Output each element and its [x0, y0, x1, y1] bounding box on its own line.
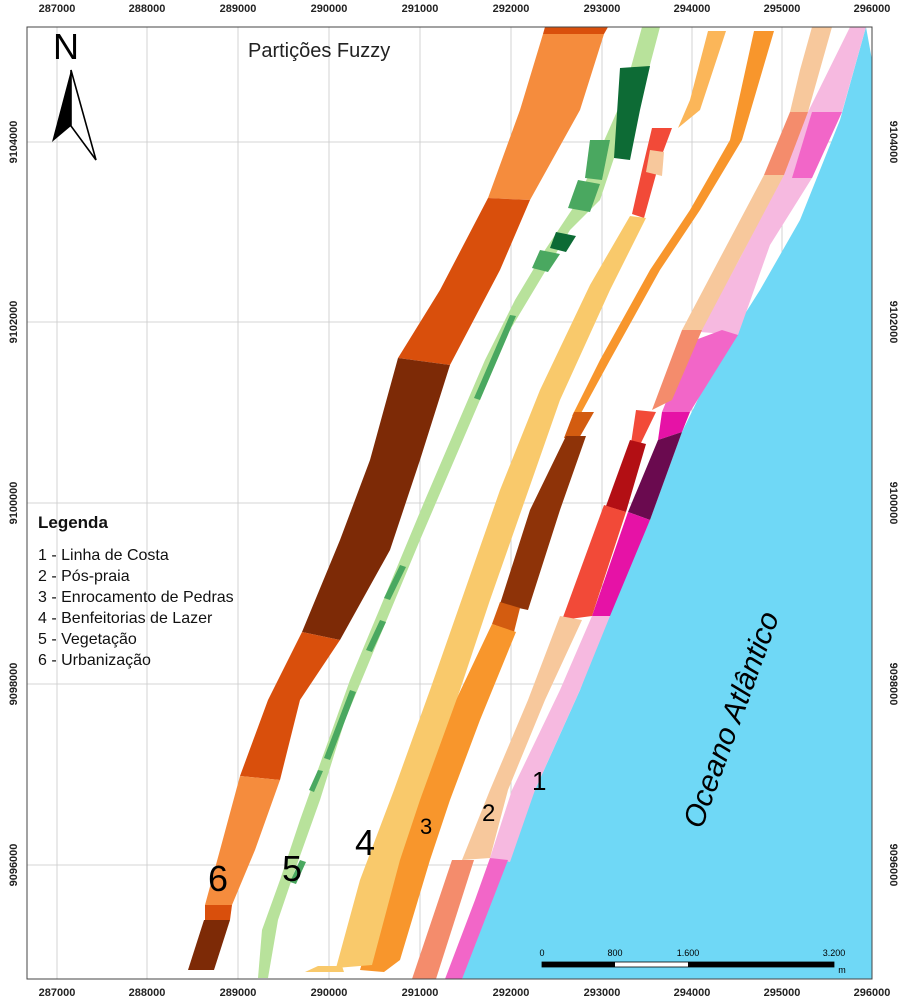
scale-label: 1.600 [676, 948, 700, 958]
x-coord-label-bottom: 295000 [763, 987, 801, 999]
zone-4-benfeitorias [305, 31, 726, 972]
zone-2-pos-praia [412, 27, 832, 979]
zone-label-1: 1 [532, 766, 547, 796]
x-coord-label-bottom: 287000 [38, 987, 76, 999]
zone-6-urbanizacao [188, 27, 608, 970]
legend: Legenda 1 - Linha de Costa 2 - Pós-praia… [38, 513, 234, 671]
y-coord-label-right: 9104000 [887, 120, 899, 164]
x-coord-label-top: 288000 [128, 3, 166, 15]
zone-label-4: 4 [355, 822, 376, 863]
x-coord-label-top: 294000 [673, 3, 711, 15]
x-coord-label-top: 295000 [763, 3, 801, 15]
y-coord-label-right: 9098000 [887, 662, 899, 706]
x-coord-label-top: 296000 [853, 3, 891, 15]
y-coord-label-left: 9104000 [8, 120, 20, 164]
x-coord-label-top: 293000 [583, 3, 621, 15]
scale-bar [541, 961, 835, 968]
zone-label-5: 5 [282, 848, 303, 889]
legend-title: Legenda [38, 513, 108, 532]
x-coord-label-bottom: 288000 [128, 987, 166, 999]
y-coord-label-left: 9098000 [8, 662, 20, 706]
legend-item: 4 - Benfeitorias de Lazer [38, 610, 213, 627]
y-coord-label-left: 9102000 [8, 300, 20, 344]
scale-label: 3.200 [822, 948, 846, 958]
x-coord-label-bottom: 296000 [853, 987, 891, 999]
x-coord-label-top: 287000 [38, 3, 76, 15]
y-coord-label-right: 9100000 [887, 481, 899, 525]
x-coord-label-top: 291000 [401, 3, 439, 15]
zone-label-2: 2 [482, 800, 496, 827]
scale-label: 0 [539, 948, 545, 958]
zone-3-enrocamento [360, 31, 774, 972]
legend-item: 5 - Vegetação [38, 631, 137, 648]
x-coord-label-bottom: 289000 [219, 987, 257, 999]
x-coord-label-bottom: 290000 [310, 987, 348, 999]
zone-1-linha-de-costa [445, 27, 866, 979]
y-coord-label-left: 9100000 [8, 481, 20, 525]
y-coord-label-left: 9096000 [8, 843, 20, 887]
legend-item: 3 - Enrocamento de Pedras [38, 589, 234, 606]
zone-label-6: 6 [208, 858, 229, 899]
x-coord-label-top: 290000 [310, 3, 348, 15]
y-coord-label-right: 9096000 [887, 843, 899, 887]
x-coord-label-top: 289000 [219, 3, 257, 15]
legend-item: 6 - Urbanização [38, 652, 151, 669]
scale-unit: m [838, 965, 846, 975]
zone-label-3: 3 [420, 814, 433, 839]
x-coord-label-bottom: 293000 [583, 987, 621, 999]
x-coord-label-bottom: 294000 [673, 987, 711, 999]
north-label: N [53, 26, 79, 67]
north-arrow-icon [52, 69, 97, 161]
ocean-area [462, 27, 872, 979]
legend-item: 1 - Linha de Costa [38, 547, 169, 564]
y-coord-label-right: 9102000 [887, 300, 899, 344]
zone-5-vegetacao [258, 27, 660, 978]
map-border [26, 26, 873, 980]
map-title: Partições Fuzzy [248, 40, 391, 62]
scale-label: 800 [607, 948, 623, 958]
x-coord-label-bottom: 292000 [492, 987, 530, 999]
x-coord-label-bottom: 291000 [401, 987, 439, 999]
x-coord-label-top: 292000 [492, 3, 530, 15]
legend-item: 2 - Pós-praia [38, 568, 130, 585]
